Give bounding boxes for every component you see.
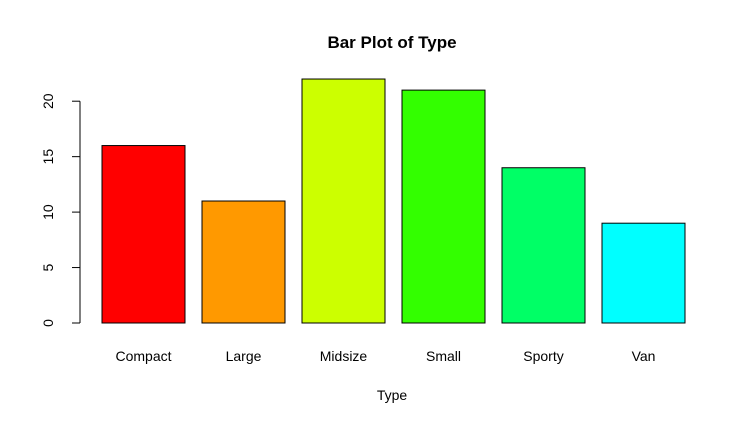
bar-van xyxy=(601,222,686,324)
bar-large xyxy=(201,200,286,324)
x-tick-label-midsize: Midsize xyxy=(320,348,368,364)
bar-sporty xyxy=(501,167,586,324)
chart-title: Bar Plot of Type xyxy=(327,33,456,52)
y-tick-label-10: 10 xyxy=(40,204,56,220)
y-tick-label-0: 0 xyxy=(40,319,56,327)
bar-compact xyxy=(101,145,186,324)
x-tick-label-small: Small xyxy=(426,348,461,364)
y-tick-label-5: 5 xyxy=(40,263,56,271)
y-tick-group: 0 5 10 15 20 xyxy=(40,93,80,327)
x-axis-label: Type xyxy=(377,387,408,403)
x-tick-label-van: Van xyxy=(632,348,656,364)
x-tick-labels: Compact Large Midsize Small Sporty Van xyxy=(115,348,655,364)
y-tick-label-15: 15 xyxy=(40,149,56,165)
bars-group xyxy=(101,78,686,324)
y-tick-label-20: 20 xyxy=(40,93,56,109)
x-tick-label-large: Large xyxy=(226,348,262,364)
bar-small xyxy=(401,89,486,324)
x-tick-label-sporty: Sporty xyxy=(523,348,563,364)
bar-midsize xyxy=(301,78,386,324)
x-tick-label-compact: Compact xyxy=(115,348,171,364)
